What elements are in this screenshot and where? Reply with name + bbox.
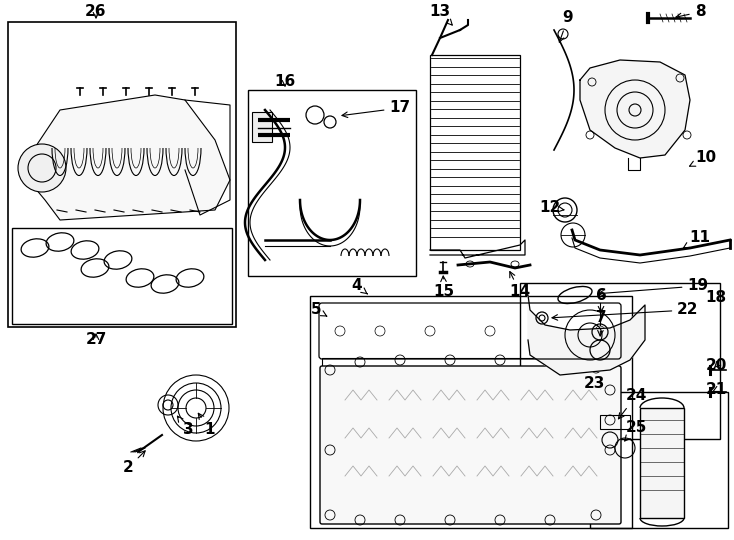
Text: 18: 18 (705, 291, 727, 306)
Text: 5: 5 (310, 302, 327, 318)
Text: 2: 2 (123, 451, 145, 476)
Bar (248, 90, 416, 276)
Text: 16: 16 (275, 75, 296, 90)
Bar (322, 358, 619, 370)
Text: 10: 10 (689, 151, 716, 166)
Text: 8: 8 (676, 4, 705, 19)
Text: 9: 9 (559, 10, 573, 42)
Text: 1: 1 (198, 413, 215, 437)
Bar (590, 392, 728, 528)
Bar (252, 112, 272, 142)
Bar (600, 415, 630, 429)
Text: 7: 7 (596, 310, 606, 336)
Bar (8, 22, 236, 327)
Text: 12: 12 (539, 200, 564, 215)
Text: 20: 20 (705, 359, 727, 374)
Text: 25: 25 (625, 421, 647, 441)
Polygon shape (528, 295, 645, 375)
Bar (430, 55, 520, 250)
Bar (520, 283, 720, 439)
Bar (310, 296, 632, 528)
Text: 27: 27 (85, 333, 106, 348)
Text: 21: 21 (705, 382, 727, 397)
Text: 24: 24 (619, 388, 647, 419)
Circle shape (18, 144, 66, 192)
Text: 11: 11 (683, 231, 711, 248)
Text: 3: 3 (178, 416, 193, 437)
Bar (640, 408, 684, 518)
Polygon shape (20, 95, 230, 220)
FancyBboxPatch shape (320, 366, 621, 524)
Polygon shape (580, 60, 690, 158)
Text: 15: 15 (434, 276, 454, 300)
Text: 22: 22 (552, 302, 699, 320)
Text: 14: 14 (509, 272, 531, 300)
Text: 23: 23 (584, 376, 605, 392)
Bar (12, 228, 232, 324)
Text: 6: 6 (595, 288, 606, 312)
Text: 4: 4 (352, 279, 367, 294)
Text: 26: 26 (85, 4, 106, 19)
Text: 17: 17 (342, 100, 410, 118)
Text: 13: 13 (429, 4, 452, 25)
Text: 19: 19 (598, 279, 708, 296)
